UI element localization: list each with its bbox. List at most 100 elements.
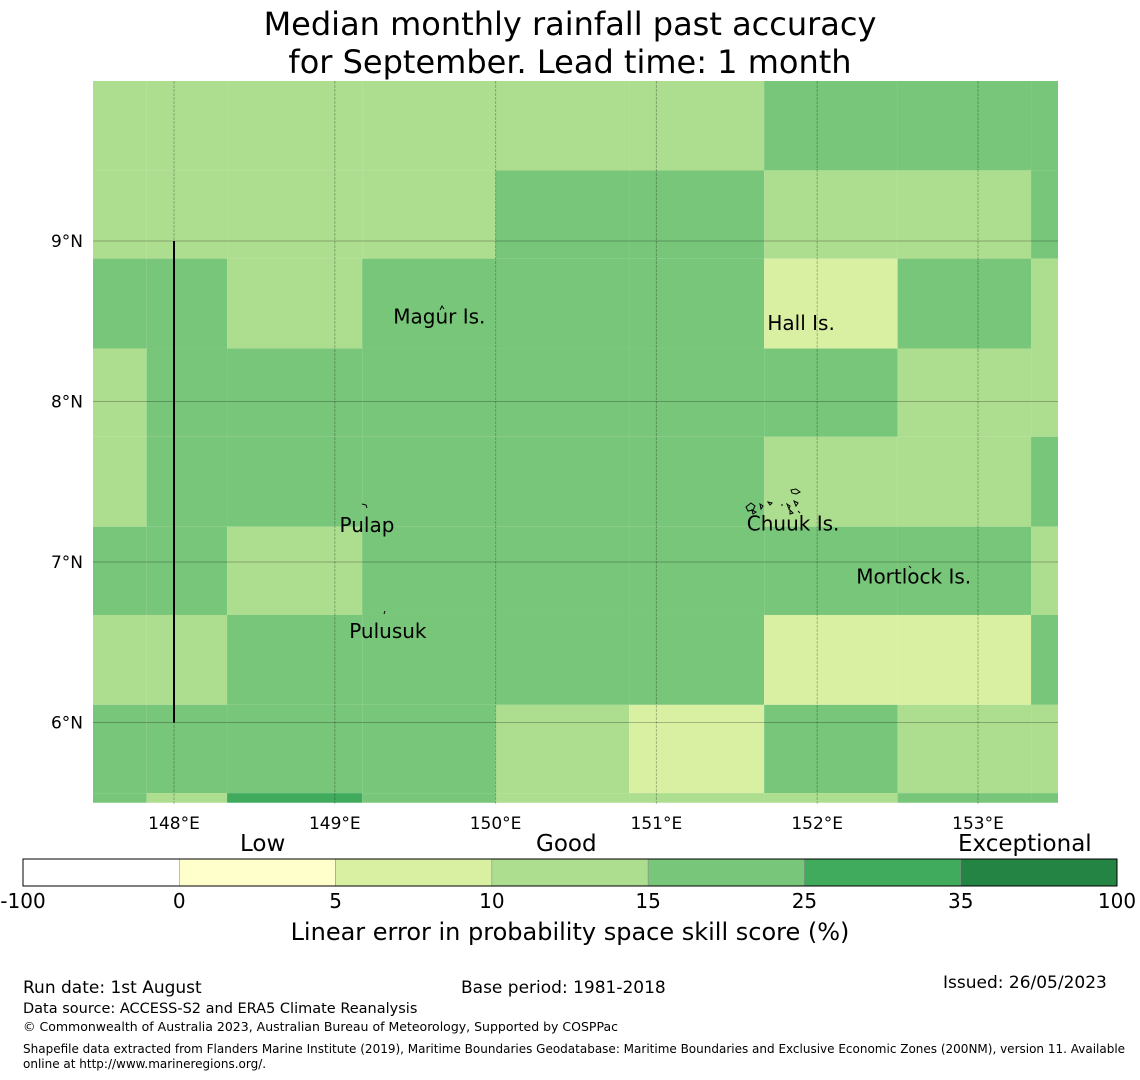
grid-cell (629, 258, 765, 349)
grid-cell (362, 793, 496, 803)
colorbar-tick-label: 10 (479, 889, 504, 913)
colorbar-swatch (491, 858, 649, 887)
grid-cell (227, 704, 363, 794)
place-label: Pulusuk (349, 619, 427, 643)
grid-cell (227, 348, 363, 437)
grid-cell (629, 704, 765, 794)
colorbar-tick-label: 100 (1098, 889, 1136, 913)
latitude-tick-labels: 9°N 8°N 7°N 6°N (51, 232, 83, 734)
grid-cell (495, 170, 630, 259)
grid-cell (897, 348, 1032, 437)
grid-cell (764, 170, 898, 259)
grid-cell (495, 614, 630, 705)
grid-cell (93, 258, 147, 349)
grid-cell (629, 436, 765, 527)
grid-cell (1031, 704, 1058, 794)
category-good: Good (536, 831, 597, 857)
pulap-island-outline (361, 503, 368, 509)
grid-cell (1031, 614, 1058, 705)
colorbar-tick-label: 0 (173, 889, 186, 913)
chuuk-island-outlines (745, 488, 801, 515)
grid-cell (764, 793, 898, 803)
grid-cell (897, 704, 1032, 794)
grid-cell (362, 170, 496, 259)
grid-cell (495, 436, 630, 527)
longitude-tick-label: 148°E (148, 814, 200, 834)
grid-cell (146, 348, 228, 437)
run-date: Run date: 1st August (23, 978, 202, 998)
grid-cell (227, 526, 363, 615)
colorbar-frame (22, 858, 1118, 887)
colorbar-tick-label: 5 (329, 889, 342, 913)
colorbar-tick-label: 15 (635, 889, 660, 913)
colorbar-tick-label: 25 (792, 889, 817, 913)
latitude-tick-label: 7°N (51, 553, 83, 573)
grid-cell (227, 170, 363, 259)
latitude-tick-label: 9°N (51, 232, 83, 252)
grid-cell (495, 526, 630, 615)
grid-cell (93, 793, 147, 803)
grid-cell (897, 436, 1032, 527)
grid-cell (362, 81, 496, 171)
grid-cell (1031, 81, 1058, 171)
base-period: Base period: 1981-2018 (461, 978, 666, 998)
grid-cell (764, 704, 898, 794)
island-outlines (361, 305, 912, 615)
grid-cell (629, 170, 765, 259)
grid-cell (1031, 793, 1058, 803)
category-exceptional: Exceptional (958, 831, 1092, 857)
longitude-tick-label: 149°E (309, 814, 361, 834)
grid-cell (1031, 526, 1058, 615)
grid-cell (227, 81, 363, 171)
grid-cell (146, 436, 228, 527)
grid-cell (629, 526, 765, 615)
grid-cell (362, 436, 496, 527)
grid-cell (897, 793, 1032, 803)
category-low: Low (240, 831, 286, 857)
skill-grid-cells (93, 81, 1058, 803)
grid-cell (93, 526, 147, 615)
grid-cell (93, 348, 147, 437)
grid-cell (93, 81, 147, 171)
grid-cell (146, 258, 228, 349)
copyright: © Commonwealth of Australia 2023, Austra… (23, 1019, 618, 1034)
grid-cell (764, 614, 898, 705)
grid-cell (227, 258, 363, 349)
place-label: Hall Is. (767, 311, 834, 335)
grid-cell (897, 614, 1032, 705)
grid-cell (897, 170, 1032, 259)
grid-cell (1031, 436, 1058, 527)
grid-cell (93, 436, 147, 527)
grid-cell (1031, 258, 1058, 349)
grid-cell (764, 258, 898, 349)
grid-cell (764, 348, 898, 437)
grid-cell (146, 614, 228, 705)
grid-cell (227, 436, 363, 527)
grid-cell (495, 258, 630, 349)
grid-cell (897, 81, 1032, 171)
grid-cell (764, 436, 898, 527)
grid-cell (362, 526, 496, 615)
grid-cell (495, 793, 630, 803)
longitude-tick-label: 153°E (952, 814, 1004, 834)
longitude-tick-labels: 148°E 149°E 150°E 151°E 152°E 153°E (148, 814, 1004, 834)
map-title-line-1: Median monthly rainfall past accuracy (263, 5, 877, 43)
grid-cell (146, 170, 228, 259)
grid-cell (362, 348, 496, 437)
colorbar (22, 858, 1118, 887)
colorbar-swatch (335, 858, 493, 887)
latitude-tick-label: 8°N (51, 393, 83, 413)
grid-cell (629, 348, 765, 437)
grid-cell (495, 704, 630, 794)
grid-cell (362, 258, 496, 349)
map-title-line-2: for September. Lead time: 1 month (288, 43, 852, 81)
grid-cell (146, 704, 228, 794)
grid-cell (764, 81, 898, 171)
place-labels: Magur Is. Hall Is. Pulap Chuuk Is. Mortlock … (340, 305, 972, 644)
latitude-tick-label: 6°N (51, 714, 83, 734)
grid-cell (629, 793, 765, 803)
grid-cell (495, 348, 630, 437)
place-label: Chuuk Is. (747, 512, 840, 536)
grid-cell (93, 704, 147, 794)
